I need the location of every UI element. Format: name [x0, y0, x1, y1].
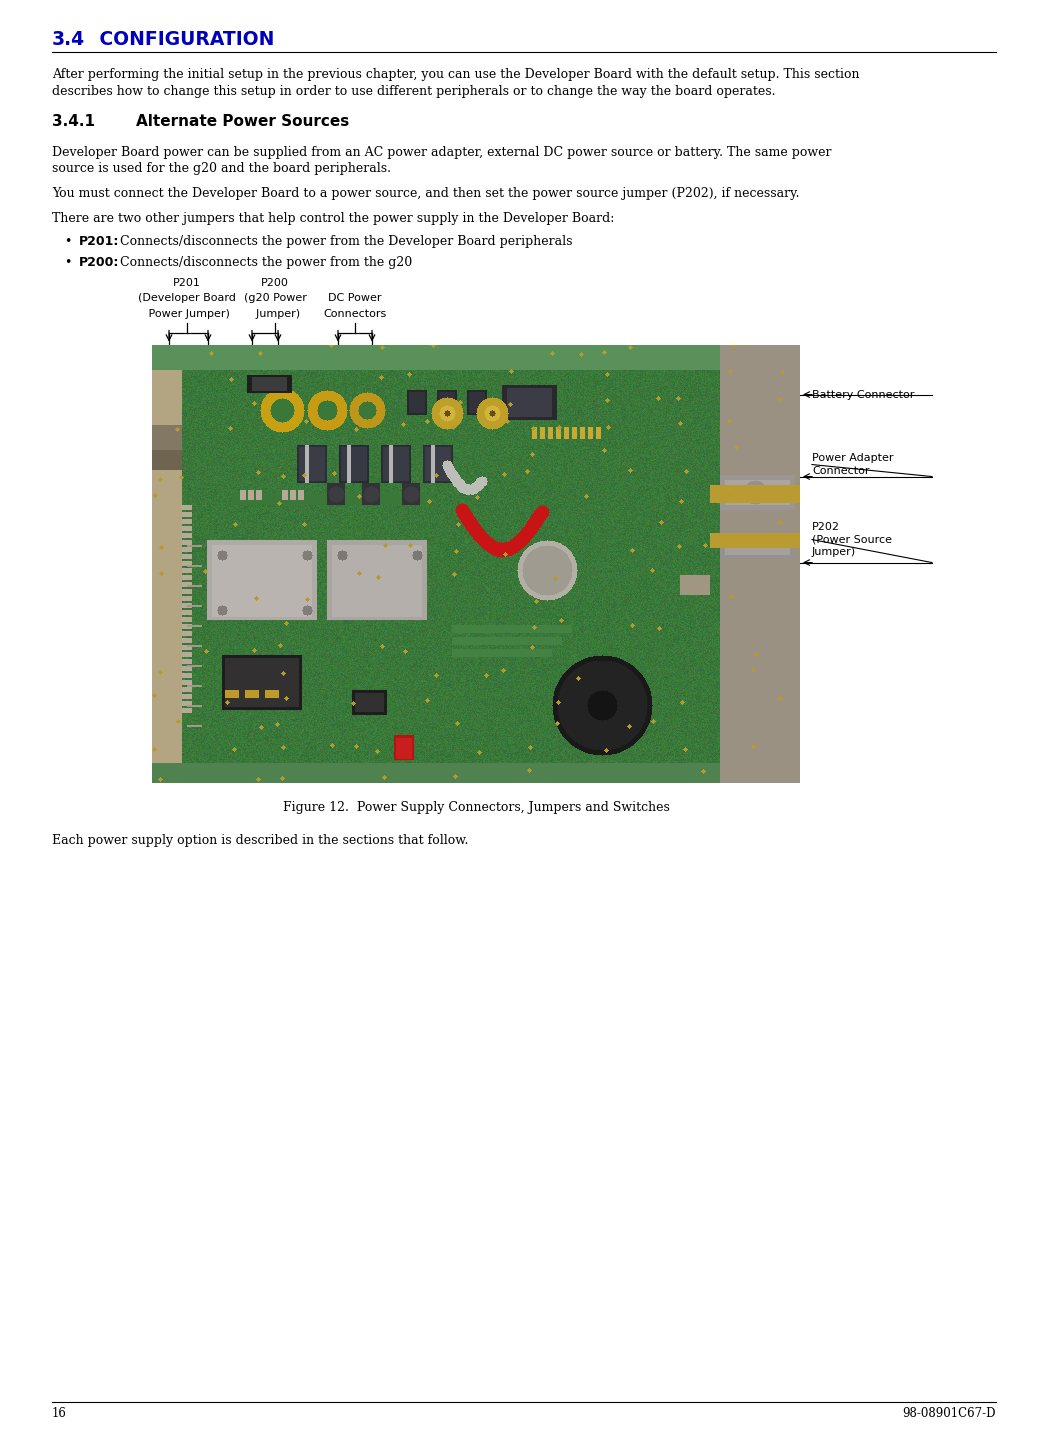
Text: After performing the initial setup in the previous chapter, you can use the Deve: After performing the initial setup in th…: [52, 68, 859, 81]
Text: P200:: P200:: [79, 256, 119, 269]
Text: Connects/disconnects the power from the g20: Connects/disconnects the power from the …: [116, 256, 412, 269]
Text: DC Power: DC Power: [328, 293, 381, 303]
Text: Developer Board power can be supplied from an AC power adapter, external DC powe: Developer Board power can be supplied fr…: [52, 146, 831, 159]
Text: You must connect the Developer Board to a power source, and then set the power s: You must connect the Developer Board to …: [52, 186, 800, 199]
Text: source is used for the g20 and the board peripherals.: source is used for the g20 and the board…: [52, 162, 391, 175]
Text: Battery Connector: Battery Connector: [812, 390, 914, 400]
Text: Each power supply option is described in the sections that follow.: Each power supply option is described in…: [52, 834, 468, 847]
Text: There are two other jumpers that help control the power supply in the Developer : There are two other jumpers that help co…: [52, 211, 614, 224]
Text: (Developer Board: (Developer Board: [138, 293, 236, 303]
Text: CONFIGURATION: CONFIGURATION: [80, 30, 275, 49]
Text: describes how to change this setup in order to use different peripherals or to c: describes how to change this setup in or…: [52, 84, 776, 97]
Text: Jumper): Jumper): [249, 309, 301, 319]
Text: 3.4: 3.4: [52, 30, 85, 49]
Text: 98-08901C67-D: 98-08901C67-D: [902, 1407, 996, 1420]
Text: 3.4.1: 3.4.1: [52, 114, 95, 129]
Text: P201: P201: [173, 277, 201, 288]
Text: Connectors: Connectors: [324, 309, 387, 319]
Text: Power Adapter
Connector: Power Adapter Connector: [812, 454, 894, 475]
Text: •: •: [64, 234, 71, 247]
Text: Connects/disconnects the power from the Developer Board peripherals: Connects/disconnects the power from the …: [116, 234, 572, 247]
Text: Alternate Power Sources: Alternate Power Sources: [94, 114, 349, 129]
Text: 16: 16: [52, 1407, 67, 1420]
Text: •: •: [64, 256, 71, 269]
Text: (g20 Power: (g20 Power: [243, 293, 306, 303]
Text: Power Jumper): Power Jumper): [145, 309, 230, 319]
Text: P201:: P201:: [79, 234, 119, 247]
Text: Figure 12.  Power Supply Connectors, Jumpers and Switches: Figure 12. Power Supply Connectors, Jump…: [283, 801, 670, 814]
Text: P200: P200: [261, 277, 289, 288]
Text: P202
(Power Source
Jumper): P202 (Power Source Jumper): [812, 522, 892, 556]
